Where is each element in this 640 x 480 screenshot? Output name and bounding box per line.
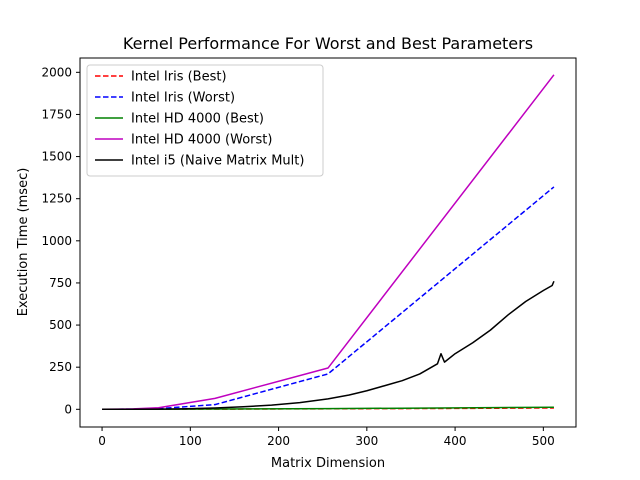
series-line-2 bbox=[102, 186, 555, 411]
x-tick-label: 0 bbox=[98, 434, 106, 448]
y-tick-label: 2000 bbox=[41, 65, 72, 79]
y-tick-label: 750 bbox=[49, 276, 72, 290]
x-tick-label: 500 bbox=[532, 434, 555, 448]
y-tick-label: 1250 bbox=[41, 192, 72, 206]
chart-title: Kernel Performance For Worst and Best Pa… bbox=[123, 34, 533, 53]
y-tick-label: 1000 bbox=[41, 234, 72, 248]
x-tick-label: 300 bbox=[355, 434, 378, 448]
y-tick-label: 1500 bbox=[41, 150, 72, 164]
y-tick-label: 0 bbox=[64, 402, 72, 416]
x-tick-label: 200 bbox=[267, 434, 290, 448]
legend-label: Intel i5 (Naive Matrix Mult) bbox=[131, 154, 304, 169]
x-axis-label: Matrix Dimension bbox=[271, 456, 385, 471]
y-tick-label: 500 bbox=[49, 318, 72, 332]
x-tick-label: 400 bbox=[444, 434, 467, 448]
legend-label: Intel Iris (Worst) bbox=[131, 91, 235, 106]
y-tick-label: 250 bbox=[49, 360, 72, 374]
legend-label: Intel HD 4000 (Worst) bbox=[131, 133, 272, 148]
legend-label: Intel HD 4000 (Best) bbox=[131, 112, 264, 127]
plot-frame bbox=[79, 57, 577, 428]
legend: Intel Iris (Best) Intel Iris (Worst) Intel… bbox=[86, 64, 324, 177]
y-axis-label: Execution Time (msec) bbox=[16, 168, 31, 317]
series-line-5 bbox=[102, 280, 555, 411]
series-layer bbox=[102, 74, 555, 411]
y-axis: 0 250 500 750 1000 1250 1500 1750 2000 bbox=[41, 65, 80, 416]
legend-label: Intel Iris (Best) bbox=[131, 70, 227, 85]
y-tick-label: 1750 bbox=[41, 107, 72, 121]
legend-box bbox=[86, 64, 324, 177]
x-tick-label: 100 bbox=[179, 434, 202, 448]
x-axis: 0 100 200 300 400 500 bbox=[98, 427, 555, 448]
